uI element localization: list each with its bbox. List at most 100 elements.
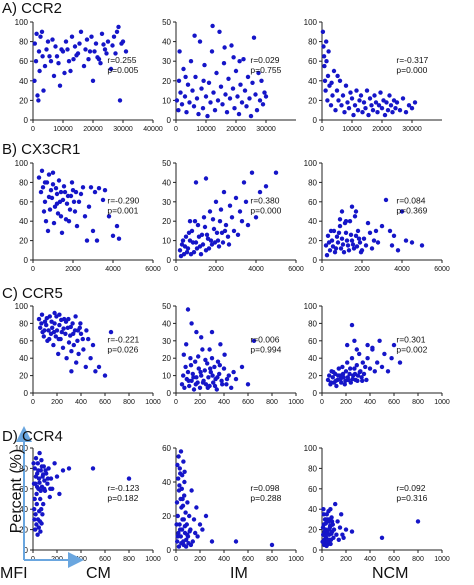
data-point — [349, 529, 355, 534]
x-tick-label: 400 — [364, 399, 376, 406]
data-point — [213, 199, 219, 204]
data-point — [92, 189, 98, 195]
data-point — [197, 522, 203, 527]
data-point — [180, 503, 186, 508]
data-point — [334, 532, 339, 537]
data-point — [183, 510, 188, 515]
data-point — [174, 522, 179, 527]
y-tick-label: 40 — [308, 77, 317, 86]
data-point — [175, 534, 180, 539]
data-point — [208, 238, 214, 243]
data-point — [198, 252, 204, 257]
data-point — [220, 102, 225, 107]
data-point — [203, 94, 209, 99]
x-tick-label: 800 — [412, 399, 424, 406]
x-tick-label: 10000 — [196, 126, 216, 133]
data-point — [214, 387, 219, 392]
data-point — [114, 29, 120, 34]
data-point — [90, 466, 96, 471]
data-point — [45, 481, 50, 486]
data-point — [193, 382, 198, 387]
data-point — [183, 234, 189, 239]
data-point — [59, 230, 65, 235]
data-point — [250, 80, 255, 86]
data-point — [196, 111, 201, 117]
data-point — [233, 376, 239, 382]
x-tick-label: 400 — [75, 399, 87, 406]
data-point — [175, 539, 180, 544]
data-point — [235, 232, 241, 237]
data-point — [326, 49, 331, 54]
data-point — [176, 454, 181, 459]
data-point — [179, 382, 185, 387]
data-point — [183, 544, 189, 549]
data-point — [239, 364, 245, 370]
data-point — [321, 44, 326, 49]
data-point — [216, 244, 222, 249]
data-point — [185, 532, 190, 537]
data-point — [345, 375, 350, 380]
data-point — [32, 517, 37, 522]
x-axis-label-mfi: MFI — [0, 565, 28, 582]
data-point — [336, 98, 341, 103]
data-point — [40, 54, 45, 59]
data-point — [331, 68, 337, 74]
data-point — [355, 228, 361, 234]
data-point — [32, 466, 37, 471]
x-tick-label: 20000 — [83, 126, 103, 133]
data-point — [247, 96, 252, 101]
data-point — [33, 59, 39, 64]
y-tick-label: 0 — [24, 116, 29, 125]
data-point — [352, 371, 358, 377]
x-tick-label: 600 — [99, 399, 111, 406]
data-point — [370, 345, 375, 350]
data-point — [55, 211, 61, 216]
data-point — [357, 351, 362, 357]
data-point — [323, 521, 328, 526]
data-point — [116, 24, 121, 30]
r-value-label: r=0.029 — [250, 55, 279, 65]
data-point — [333, 378, 338, 383]
data-point — [39, 312, 45, 317]
data-point — [361, 371, 367, 377]
data-point — [365, 342, 370, 348]
data-point — [205, 113, 210, 119]
data-point — [210, 217, 216, 222]
y-tick-label: 20 — [19, 96, 28, 105]
y-tick-label: 100 — [304, 18, 318, 27]
data-point — [72, 209, 78, 214]
data-point — [73, 189, 79, 195]
data-point — [90, 228, 96, 234]
data-point — [350, 242, 356, 247]
data-point — [331, 369, 336, 375]
data-point — [78, 29, 84, 34]
data-point — [220, 240, 226, 245]
data-point — [321, 512, 326, 517]
data-point — [327, 373, 332, 378]
data-point — [212, 240, 218, 245]
y-tick-label: 40 — [19, 354, 28, 363]
data-point — [384, 100, 389, 105]
data-point — [42, 478, 47, 483]
data-point — [194, 246, 200, 251]
data-point — [191, 517, 197, 522]
data-point — [397, 108, 403, 113]
data-point — [336, 366, 341, 371]
r-value-label: r=0.006 — [250, 335, 279, 345]
data-point — [223, 222, 229, 228]
data-point — [324, 59, 329, 64]
data-point — [178, 534, 183, 539]
x-tick-label: 10000 — [53, 126, 73, 133]
data-point — [229, 215, 235, 220]
x-tick-label: 20000 — [226, 126, 246, 133]
data-point — [218, 84, 224, 89]
data-point — [239, 100, 245, 105]
data-point — [73, 314, 78, 319]
data-point — [177, 248, 183, 253]
data-point — [233, 539, 239, 544]
data-point — [389, 356, 394, 361]
data-point — [92, 49, 97, 54]
data-point — [63, 217, 69, 222]
